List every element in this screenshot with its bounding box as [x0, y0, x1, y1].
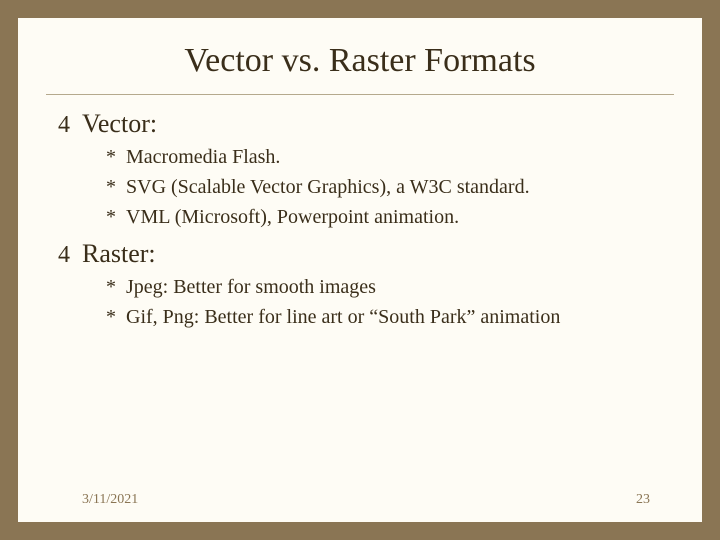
- section-heading: 4 Raster:: [58, 239, 662, 269]
- list-item: * Gif, Png: Better for line art or “Sout…: [106, 303, 662, 331]
- item-text: Macromedia Flash.: [126, 143, 280, 171]
- section-vector: 4 Vector: * Macromedia Flash. * SVG (Sca…: [58, 109, 662, 231]
- section-heading: 4 Vector:: [58, 109, 662, 139]
- title-underline: [46, 94, 674, 95]
- bullet-icon: 4: [58, 242, 82, 269]
- star-icon: *: [106, 143, 126, 171]
- bullet-icon: 4: [58, 112, 82, 139]
- item-text: VML (Microsoft), Powerpoint animation.: [126, 203, 459, 231]
- star-icon: *: [106, 203, 126, 231]
- star-icon: *: [106, 303, 126, 331]
- sub-list: * Macromedia Flash. * SVG (Scalable Vect…: [58, 143, 662, 231]
- section-title: Vector:: [82, 109, 157, 139]
- section-raster: 4 Raster: * Jpeg: Better for smooth imag…: [58, 239, 662, 331]
- star-icon: *: [106, 273, 126, 301]
- slide-body: Vector vs. Raster Formats 4 Vector: * Ma…: [18, 18, 702, 522]
- footer-date: 3/11/2021: [82, 492, 138, 508]
- list-item: * SVG (Scalable Vector Graphics), a W3C …: [106, 173, 662, 201]
- star-icon: *: [106, 173, 126, 201]
- slide-footer: 3/11/2021 23: [18, 492, 702, 508]
- list-item: * VML (Microsoft), Powerpoint animation.: [106, 203, 662, 231]
- sub-list: * Jpeg: Better for smooth images * Gif, …: [58, 273, 662, 331]
- list-item: * Macromedia Flash.: [106, 143, 662, 171]
- item-text: Gif, Png: Better for line art or “South …: [126, 303, 560, 331]
- item-text: Jpeg: Better for smooth images: [126, 273, 376, 301]
- footer-page: 23: [636, 492, 650, 508]
- item-text: SVG (Scalable Vector Graphics), a W3C st…: [126, 173, 530, 201]
- section-title: Raster:: [82, 239, 156, 269]
- list-item: * Jpeg: Better for smooth images: [106, 273, 662, 301]
- slide-title: Vector vs. Raster Formats: [18, 18, 702, 94]
- slide-content: 4 Vector: * Macromedia Flash. * SVG (Sca…: [18, 109, 702, 331]
